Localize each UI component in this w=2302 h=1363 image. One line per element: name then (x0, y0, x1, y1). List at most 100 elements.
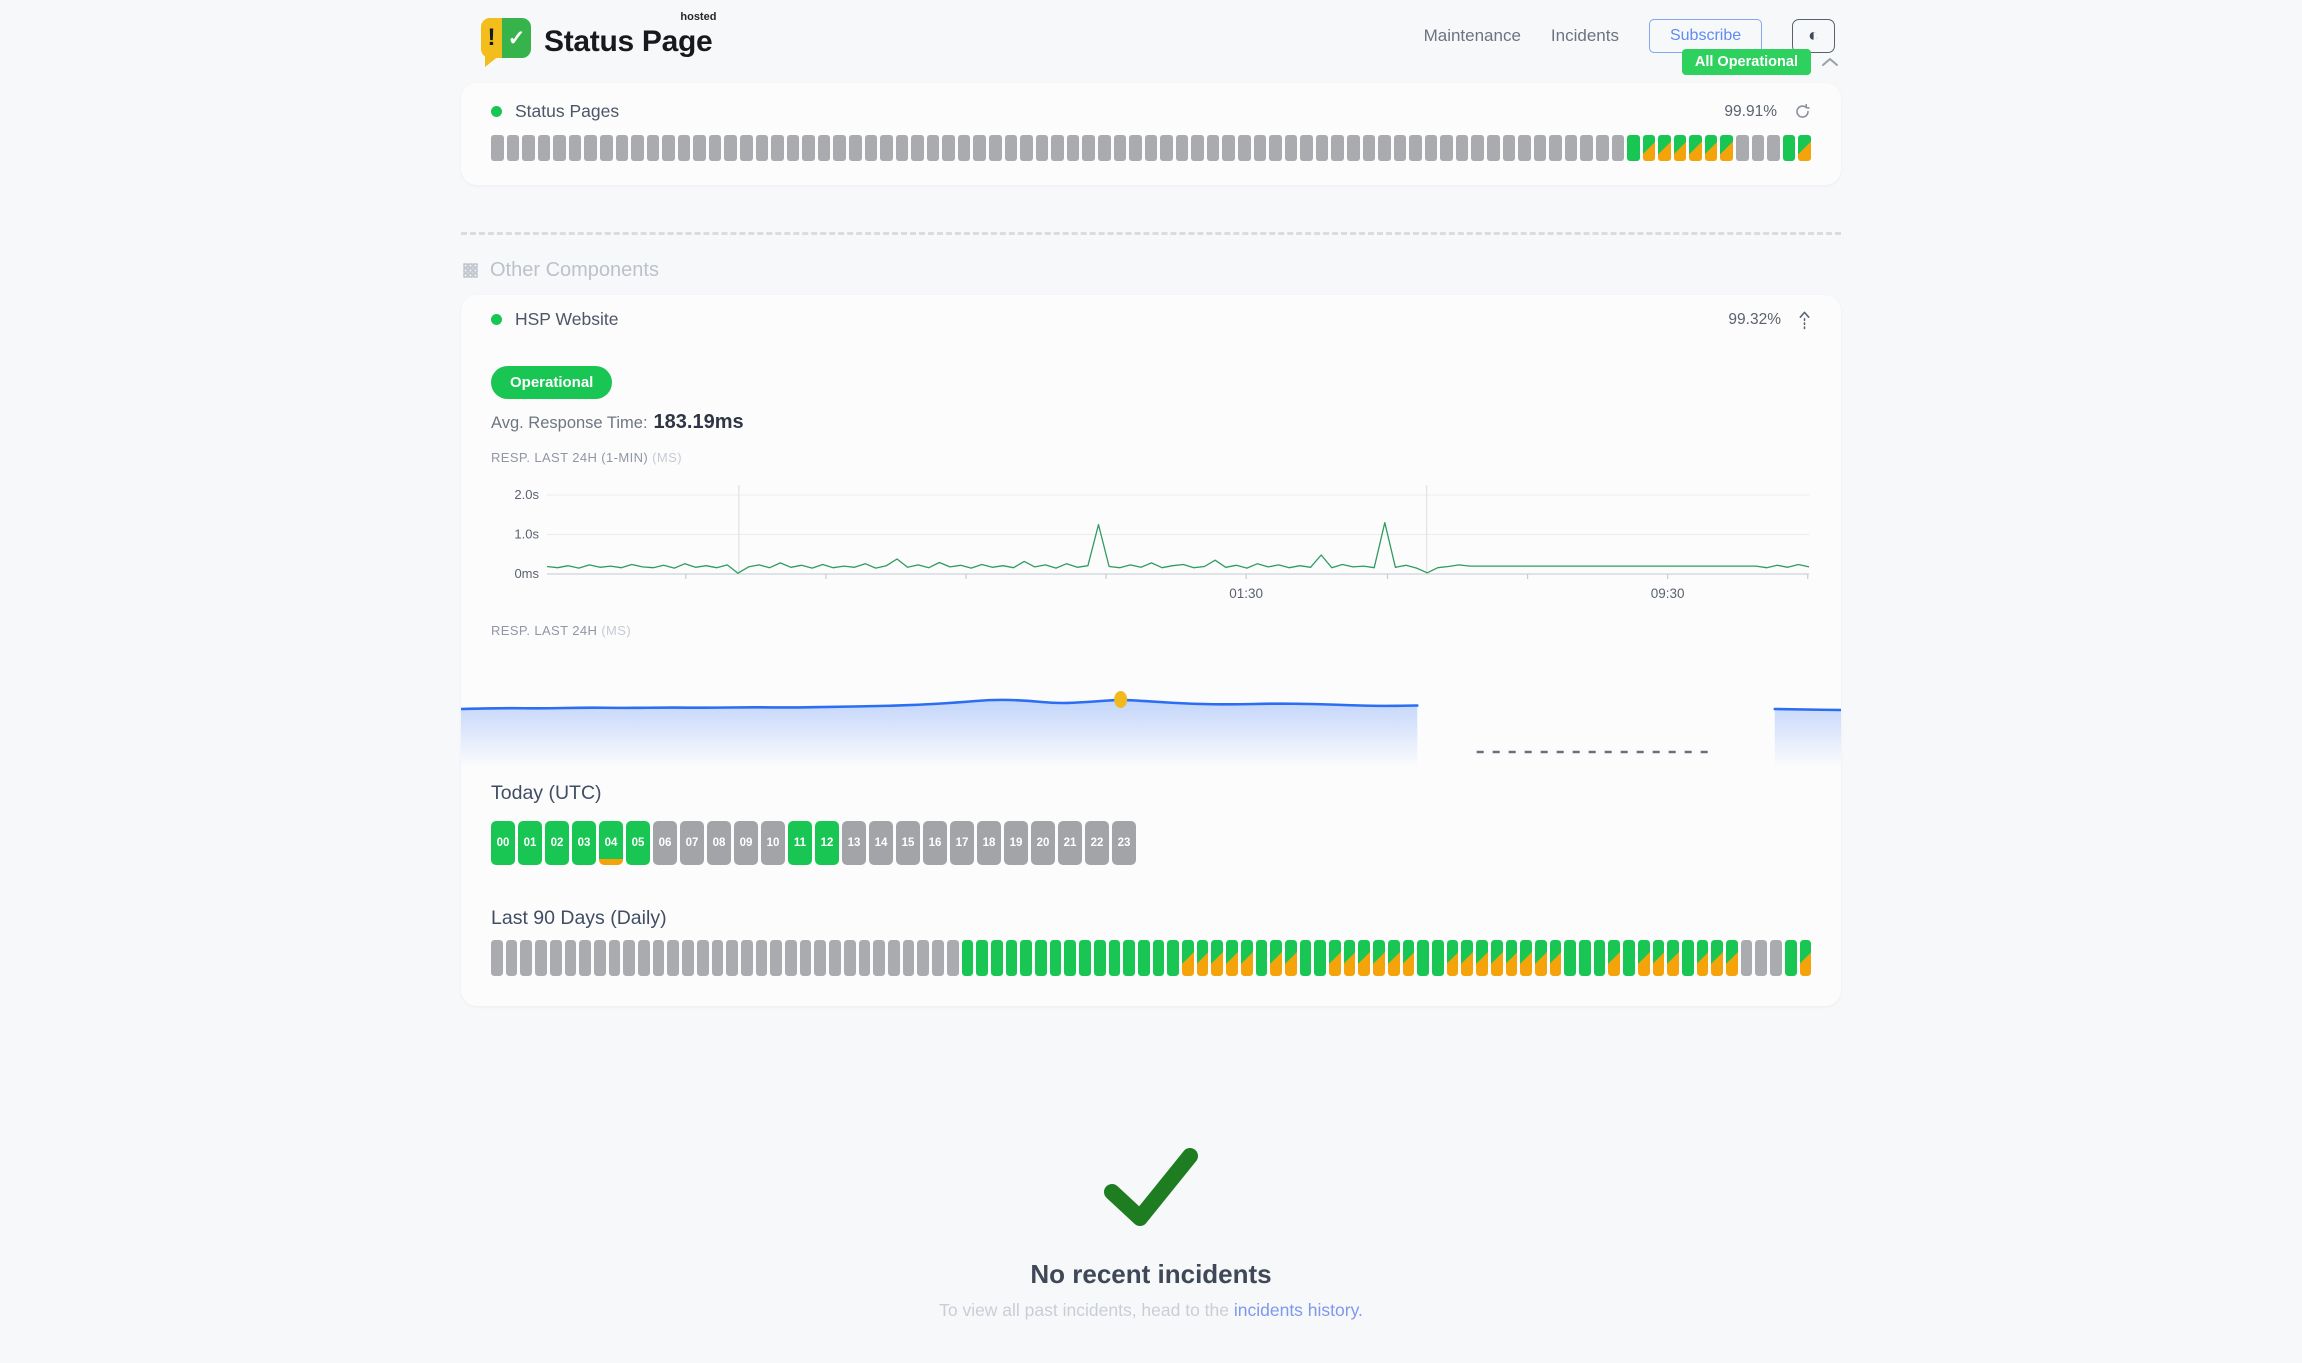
uptime-bar-up[interactable] (1255, 940, 1268, 976)
uptime-bar-degraded[interactable] (1490, 940, 1503, 976)
uptime-bar-nodata[interactable] (491, 135, 504, 161)
uptime-bar-nodata[interactable] (696, 940, 709, 976)
uptime-bar-nodata[interactable] (786, 135, 800, 161)
uptime-bar-up[interactable] (1049, 940, 1062, 976)
hour-box-03[interactable]: 03 (572, 821, 596, 865)
uptime-bar-nodata[interactable] (553, 135, 566, 161)
uptime-bar-up[interactable] (1123, 940, 1135, 976)
uptime-bar-nodata[interactable] (1487, 135, 1500, 161)
hour-box-21[interactable]: 21 (1058, 821, 1082, 865)
uptime-bar-degraded[interactable] (1402, 940, 1415, 976)
uptime-bar-nodata[interactable] (895, 135, 909, 161)
uptime-bar-nodata[interactable] (522, 135, 535, 161)
uptime-bar-nodata[interactable] (1300, 135, 1313, 161)
uptime-bar-nodata[interactable] (608, 940, 621, 976)
uptime-bar-nodata[interactable] (520, 940, 533, 976)
uptime-bar-nodata[interactable] (1191, 135, 1204, 161)
hour-box-09[interactable]: 09 (734, 821, 758, 865)
uptime-bar-nodata[interactable] (1611, 135, 1625, 161)
uptime-bar-degraded[interactable] (1673, 135, 1687, 161)
hour-box-16[interactable]: 16 (923, 821, 947, 865)
hour-box-19[interactable]: 19 (1004, 821, 1028, 865)
uptime-bar-nodata[interactable] (1066, 135, 1080, 161)
uptime-bar-up[interactable] (1079, 940, 1091, 976)
uptime-bar-degraded[interactable] (1240, 940, 1253, 976)
uptime-bar-nodata[interactable] (1751, 135, 1765, 161)
uptime-bar-nodata[interactable] (1580, 135, 1593, 161)
uptime-bar-nodata[interactable] (491, 940, 503, 976)
uptime-bar-nodata[interactable] (833, 135, 846, 161)
uptime-bar-nodata[interactable] (1020, 135, 1033, 161)
uptime-bar-nodata[interactable] (1564, 135, 1578, 161)
chevron-up-icon[interactable] (1821, 57, 1839, 67)
uptime-bar-up[interactable] (1152, 940, 1165, 976)
uptime-bar-nodata[interactable] (1549, 135, 1562, 161)
uptime-bar-degraded[interactable] (1667, 940, 1679, 976)
uptime-bar-up[interactable] (1627, 135, 1640, 161)
uptime-bar-up[interactable] (1093, 940, 1106, 976)
uptime-bar-up[interactable] (1108, 940, 1121, 976)
refresh-icon[interactable] (1794, 103, 1811, 120)
uptime-bar-degraded[interactable] (1329, 940, 1341, 976)
uptime-bar-nodata[interactable] (942, 135, 955, 161)
arrow-up-icon[interactable] (1798, 310, 1811, 330)
uptime-bar-nodata[interactable] (770, 940, 783, 976)
uptime-bar-up[interactable] (1579, 940, 1591, 976)
uptime-bar-nodata[interactable] (1160, 135, 1173, 161)
uptime-bar-degraded[interactable] (1343, 940, 1356, 976)
uptime-bar-nodata[interactable] (593, 940, 606, 976)
uptime-bar-up[interactable] (1681, 940, 1694, 976)
uptime-bar-nodata[interactable] (1755, 940, 1768, 976)
uptime-bar-degraded[interactable] (1658, 135, 1671, 161)
uptime-bar-nodata[interactable] (817, 135, 831, 161)
uptime-bar-nodata[interactable] (771, 135, 784, 161)
uptime-bar-up[interactable] (1432, 940, 1444, 976)
hour-box-06[interactable]: 06 (653, 821, 677, 865)
uptime-bar-degraded[interactable] (1726, 940, 1738, 976)
uptime-bar-nodata[interactable] (652, 940, 665, 976)
uptime-bar-up[interactable] (990, 940, 1003, 976)
uptime-bar-up[interactable] (1784, 940, 1797, 976)
hour-box-14[interactable]: 14 (869, 821, 893, 865)
uptime-bar-nodata[interactable] (537, 135, 551, 161)
uptime-bar-nodata[interactable] (858, 940, 871, 976)
uptime-bar-nodata[interactable] (1113, 135, 1127, 161)
uptime-bar-degraded[interactable] (1652, 940, 1665, 976)
uptime-bar-degraded[interactable] (1270, 940, 1282, 976)
uptime-bar-nodata[interactable] (873, 940, 885, 976)
uptime-bar-degraded[interactable] (1182, 940, 1194, 976)
uptime-bar-up[interactable] (1623, 940, 1635, 976)
uptime-bar-up[interactable] (961, 940, 974, 976)
uptime-bar-nodata[interactable] (662, 135, 675, 161)
uptime-bar-nodata[interactable] (1315, 135, 1329, 161)
uptime-bar-degraded[interactable] (1446, 940, 1459, 976)
hour-box-08[interactable]: 08 (707, 821, 731, 865)
uptime-bar-nodata[interactable] (1097, 135, 1111, 161)
uptime-bar-nodata[interactable] (1770, 940, 1782, 976)
uptime-bar-nodata[interactable] (989, 135, 1002, 161)
uptime-bar-nodata[interactable] (693, 135, 706, 161)
uptime-bar-nodata[interactable] (814, 940, 827, 976)
uptime-bar-nodata[interactable] (1409, 135, 1422, 161)
uptime-bar-nodata[interactable] (1206, 135, 1220, 161)
uptime-bar-up[interactable] (1167, 940, 1180, 976)
uptime-bar-nodata[interactable] (677, 135, 691, 161)
uptime-bar-nodata[interactable] (1175, 135, 1189, 161)
hour-box-18[interactable]: 18 (977, 821, 1001, 865)
uptime-bar-nodata[interactable] (1740, 940, 1753, 976)
uptime-bar-nodata[interactable] (1595, 135, 1609, 161)
uptime-bar-up[interactable] (1005, 940, 1018, 976)
uptime-bar-nodata[interactable] (1004, 135, 1018, 161)
subscribe-button[interactable]: Subscribe (1648, 19, 1763, 53)
uptime-bar-nodata[interactable] (1222, 135, 1235, 161)
uptime-bar-nodata[interactable] (848, 135, 862, 161)
uptime-bar-nodata[interactable] (917, 940, 930, 976)
uptime-bar-nodata[interactable] (623, 940, 636, 976)
logo[interactable]: ! ✓ hosted Status Page (481, 11, 716, 67)
hour-box-11[interactable]: 11 (788, 821, 812, 865)
uptime-bar-nodata[interactable] (957, 135, 971, 161)
uptime-bar-nodata[interactable] (887, 940, 900, 976)
uptime-bar-nodata[interactable] (1424, 135, 1438, 161)
uptime-bar-nodata[interactable] (1471, 135, 1484, 161)
uptime-bar-degraded[interactable] (1696, 940, 1709, 976)
